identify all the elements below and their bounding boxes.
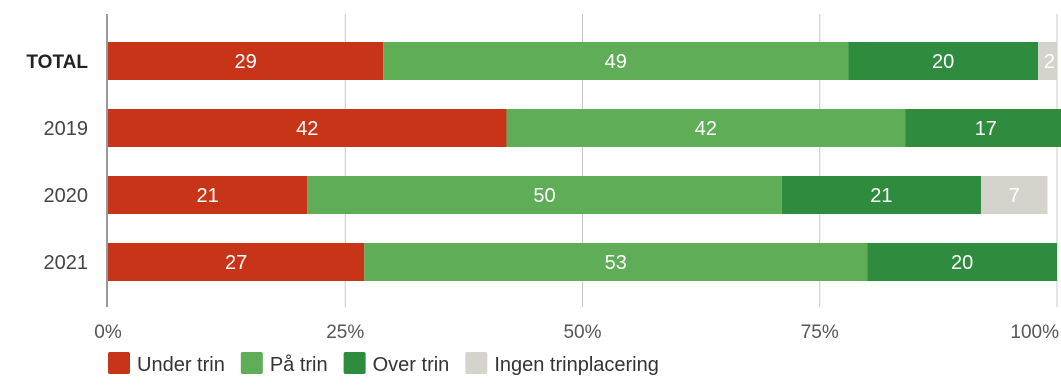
- category-label: 2019: [44, 118, 89, 140]
- bar-segment: [848, 42, 1039, 80]
- x-tick-label: 25%: [326, 322, 364, 343]
- legend-swatch: [108, 352, 130, 374]
- data-label: 2: [1044, 51, 1055, 73]
- bar-segment: [108, 243, 365, 281]
- data-label: 50: [533, 185, 555, 207]
- bar-segment: [307, 176, 782, 214]
- category-label: 2020: [44, 185, 89, 207]
- x-tick-label: 0%: [94, 322, 122, 343]
- bar-segment: [905, 109, 1061, 147]
- bar-segment: [364, 243, 868, 281]
- legend-swatch: [465, 352, 488, 374]
- bar-segment: [1038, 42, 1057, 80]
- legend-label: Over trin: [373, 354, 450, 376]
- bar-segment: [867, 243, 1057, 281]
- legend-swatch: [343, 352, 366, 374]
- data-label: 21: [197, 185, 219, 207]
- category-label: TOTAL: [26, 52, 88, 73]
- data-label: 20: [951, 252, 973, 274]
- bar-segment: [108, 42, 384, 80]
- data-label: 27: [225, 252, 247, 274]
- bar-segment: [506, 109, 906, 147]
- data-label: 21: [870, 185, 892, 207]
- x-tick-label: 75%: [801, 322, 839, 343]
- data-label: 20: [932, 51, 954, 73]
- bar-segment: [108, 109, 507, 147]
- category-label: 2021: [44, 252, 89, 274]
- bars: 29 49 20 2 42 42 17 21 50 21 7 27 53 20: [108, 42, 1061, 281]
- x-tick-label: 50%: [563, 322, 601, 343]
- data-label: 7: [1009, 185, 1020, 207]
- data-label: 42: [695, 118, 717, 140]
- bar-segment: [781, 176, 982, 214]
- legend-label: På trin: [270, 354, 328, 376]
- legend-swatch: [240, 352, 263, 374]
- data-label: 49: [605, 51, 627, 73]
- bar-segment: [108, 176, 308, 214]
- bar-segment: [383, 42, 849, 80]
- data-label: 29: [234, 51, 256, 73]
- data-label: 42: [296, 118, 318, 140]
- data-label: 53: [605, 252, 627, 274]
- data-label: 17: [975, 118, 997, 140]
- bar-segment: [981, 176, 1048, 214]
- legend: Under trin På trin Over trin Ingen trinplac…: [108, 352, 659, 376]
- legend-label: Ingen trinplacering: [494, 354, 659, 376]
- x-tick-label: 100%: [1010, 322, 1059, 343]
- legend-label: Under trin: [137, 354, 225, 376]
